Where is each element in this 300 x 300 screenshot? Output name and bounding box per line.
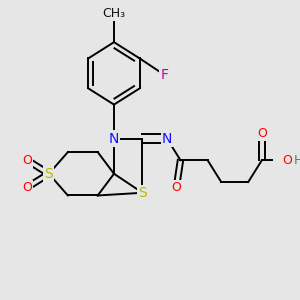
Text: F: F <box>160 68 168 82</box>
Text: N: N <box>109 131 119 146</box>
Text: O: O <box>22 181 32 194</box>
Text: O: O <box>257 127 267 140</box>
Text: N: N <box>162 131 172 146</box>
Text: O: O <box>172 181 181 194</box>
Text: S: S <box>44 167 53 181</box>
Text: H: H <box>294 154 300 167</box>
Text: CH₃: CH₃ <box>102 7 126 20</box>
Text: O: O <box>22 154 32 167</box>
Text: S: S <box>138 186 147 200</box>
Text: O: O <box>283 154 292 167</box>
